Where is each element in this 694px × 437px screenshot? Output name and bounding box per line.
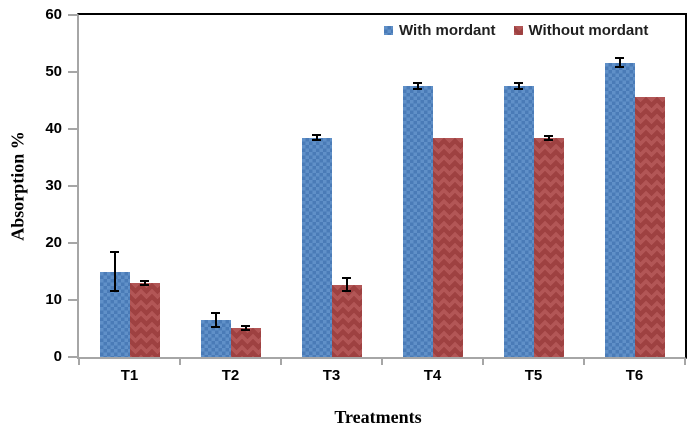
error-bar [345, 278, 348, 291]
bar-without-mordant-t3 [331, 284, 362, 357]
x-tick-label: T1 [120, 367, 139, 384]
error-bar [315, 135, 318, 140]
x-tick-label: T5 [524, 367, 543, 384]
error-bar-cap [514, 88, 523, 91]
error-bar [214, 312, 217, 328]
bar-with-mordant-t3 [301, 137, 332, 357]
error-bar-cap [615, 57, 624, 60]
bar-with-mordant-t6 [604, 62, 635, 357]
legend: With mordant Without mordant [384, 22, 648, 39]
error-bar-cap [413, 82, 422, 85]
legend-item-without-mordant: Without mordant [513, 22, 649, 39]
error-bar-cap [514, 82, 523, 85]
x-tick-label: T4 [423, 367, 442, 384]
y-tick-label: 60 [45, 6, 62, 23]
x-axis-tick [684, 359, 686, 365]
legend-label-with-mordant: With mordant [399, 22, 496, 39]
error-bar-cap [241, 325, 250, 328]
error-bar-cap [342, 289, 351, 292]
bar-with-mordant-t2 [200, 319, 231, 357]
legend-swatch-with-mordant-icon [384, 26, 393, 35]
bar-with-mordant-t5 [503, 86, 534, 357]
y-axis-tick [68, 299, 77, 301]
bar-without-mordant-t6 [634, 97, 665, 357]
bar-without-mordant-t4 [432, 137, 463, 357]
error-bar [244, 326, 247, 330]
x-tick-label: T6 [625, 367, 644, 384]
x-axis-tick [381, 359, 383, 365]
error-bar [113, 251, 116, 292]
error-bar-cap [140, 284, 149, 287]
error-bar-cap [312, 138, 321, 141]
error-bar-cap [312, 134, 321, 137]
y-axis-tick [68, 242, 77, 244]
y-axis-tick [68, 185, 77, 187]
legend-item-with-mordant: With mordant [384, 22, 496, 39]
bar-without-mordant-t1 [129, 282, 160, 357]
error-bar-cap [544, 134, 553, 137]
error-bar-cap [413, 88, 422, 91]
y-axis-tick [68, 14, 77, 16]
bar-with-mordant-t4 [402, 86, 433, 357]
x-axis-tick [179, 359, 181, 365]
bar-without-mordant-t5 [533, 138, 564, 357]
x-axis-tick [583, 359, 585, 365]
error-bar-cap [342, 277, 351, 280]
error-bar-cap [211, 311, 220, 314]
x-axis-title: Treatments [334, 407, 422, 427]
y-axis-tick [68, 128, 77, 130]
error-bar [143, 280, 146, 286]
y-axis-tick [68, 356, 77, 358]
error-bar-cap [241, 328, 250, 331]
error-bar-cap [211, 326, 220, 329]
x-axis-tick [280, 359, 282, 365]
error-bar-cap [615, 66, 624, 69]
legend-swatch-without-mordant-icon [513, 26, 523, 35]
error-bar [517, 83, 520, 90]
x-tick-label: T3 [322, 367, 341, 384]
error-bar-cap [140, 279, 149, 282]
y-tick-label: 50 [45, 63, 62, 80]
y-tick-label: 40 [45, 120, 62, 137]
error-bar-cap [110, 250, 119, 253]
y-tick-label: 20 [45, 234, 62, 251]
plot-area [77, 13, 687, 359]
error-bar-cap [110, 290, 119, 293]
y-axis-tick [68, 71, 77, 73]
error-bar-cap [544, 139, 553, 142]
legend-label-without-mordant: Without mordant [528, 22, 649, 39]
x-axis-tick [482, 359, 484, 365]
y-tick-label: 10 [45, 291, 62, 308]
y-tick-label: 0 [53, 348, 62, 365]
y-tick-label: 30 [45, 177, 62, 194]
x-tick-label: T2 [221, 367, 240, 384]
bar-without-mordant-t2 [230, 327, 261, 357]
x-axis-tick [78, 359, 80, 365]
error-bar [618, 58, 621, 68]
error-bar [547, 135, 550, 141]
error-bar [416, 83, 419, 90]
